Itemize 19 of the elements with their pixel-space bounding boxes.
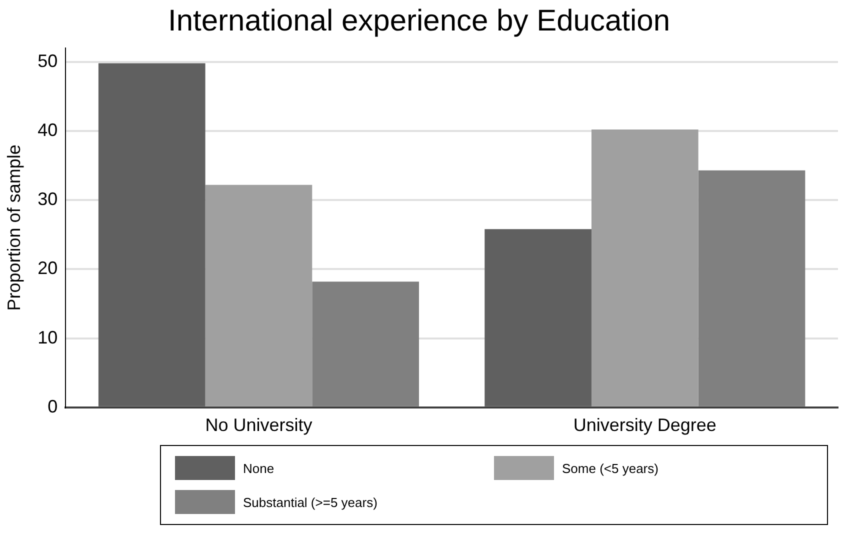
x-tick-label: University Degree xyxy=(573,415,716,436)
bar xyxy=(205,184,312,406)
y-tick-label: 50 xyxy=(38,50,58,71)
bar xyxy=(591,130,698,406)
chart-title: International experience by Education xyxy=(168,4,670,38)
legend-label: None xyxy=(243,460,274,476)
legend-label: Some (<5 years) xyxy=(562,460,658,476)
x-tick-label: No University xyxy=(205,415,312,436)
y-tick-label: 30 xyxy=(38,189,58,210)
y-axis-title: Proportion of sample xyxy=(4,144,24,311)
y-tick-label: 40 xyxy=(38,120,58,140)
y-tick-label: 20 xyxy=(38,258,58,278)
bar xyxy=(698,170,806,406)
y-tick-label: 10 xyxy=(38,327,58,348)
bar xyxy=(484,229,592,406)
bar xyxy=(98,63,206,406)
legend-label: Substantial (>=5 years) xyxy=(243,494,378,510)
y-tick-label: 0 xyxy=(48,396,58,416)
bar xyxy=(312,282,419,406)
